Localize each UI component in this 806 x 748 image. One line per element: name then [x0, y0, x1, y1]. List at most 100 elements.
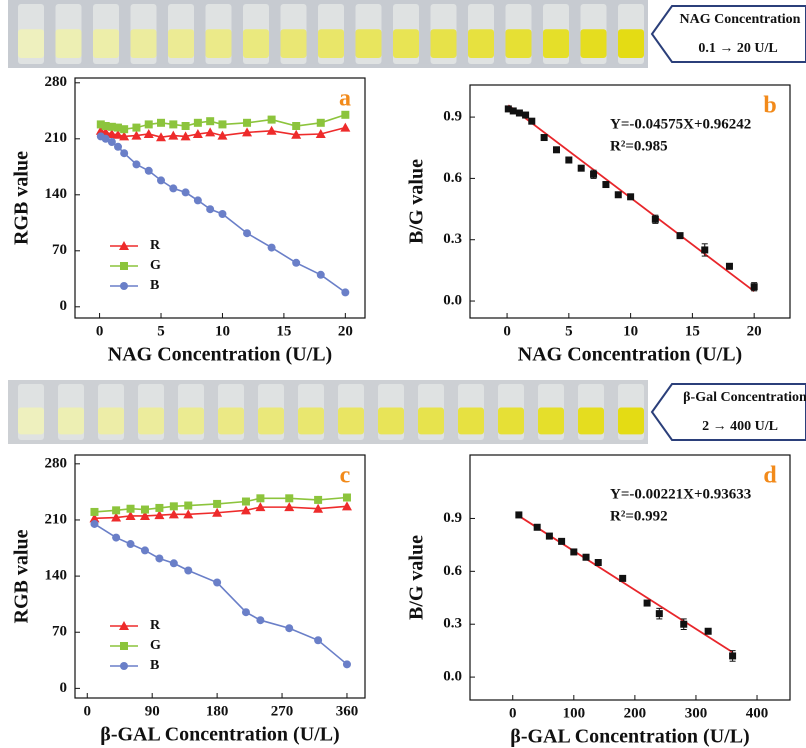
marker: [341, 501, 352, 511]
marker: [155, 554, 164, 563]
tube-liquid: [355, 29, 382, 58]
x-axis-title: β-GAL Concentration (U/L): [510, 726, 749, 748]
marker: [316, 270, 325, 279]
marker: [112, 533, 121, 542]
y-tick-label: 0: [60, 298, 68, 314]
plot-frame: [469, 454, 791, 701]
point: [627, 193, 635, 201]
point: [577, 164, 585, 172]
marker: [114, 142, 123, 151]
marker: [314, 495, 323, 504]
point: [533, 523, 541, 531]
panel-label: a: [339, 86, 351, 112]
r-squared: R²=0.985: [610, 138, 668, 154]
marker: [292, 258, 301, 267]
tube-liquid: [138, 407, 164, 435]
marker: [144, 166, 153, 175]
tube-liquid: [378, 407, 404, 435]
point: [515, 109, 523, 117]
marker: [192, 129, 203, 138]
y-tick-label: 70: [52, 242, 67, 258]
marker: [218, 210, 227, 218]
marker: [206, 205, 215, 214]
point: [594, 559, 602, 567]
point: [729, 652, 737, 660]
x-axis-title: NAG Concentration (U/L): [108, 344, 332, 366]
x-tick-label: 0: [503, 323, 511, 339]
x-tick-label: 100: [563, 705, 586, 721]
x-axis-title: NAG Concentration (U/L): [518, 344, 742, 366]
y-axis-title: B/G value: [406, 159, 428, 244]
tube-liquid: [93, 29, 119, 58]
marker: [183, 509, 194, 519]
plot-frame: [74, 77, 366, 319]
marker: [140, 505, 149, 514]
marker: [169, 559, 178, 568]
marker: [243, 118, 252, 127]
marker: [240, 505, 251, 515]
marker: [243, 229, 252, 238]
point: [552, 146, 560, 154]
banner-arrow: [650, 383, 806, 441]
y-tick-label: 0.0: [443, 292, 462, 308]
banner-arrow: [650, 5, 806, 63]
marker: [106, 129, 117, 138]
tube-liquid: [543, 29, 569, 58]
banner-range: 2 → 400 U/L: [702, 419, 778, 434]
y-tick-label: 0: [60, 680, 68, 696]
marker: [107, 138, 116, 146]
x-tick-label: 10: [623, 323, 638, 339]
marker: [111, 512, 122, 522]
point: [750, 283, 758, 291]
tube-liquid: [298, 407, 324, 435]
point: [504, 105, 512, 113]
y-tick-label: 0.6: [443, 170, 462, 186]
marker: [213, 578, 222, 587]
point: [540, 134, 548, 142]
marker: [256, 616, 265, 625]
point: [602, 181, 610, 189]
marker: [157, 176, 166, 185]
marker: [120, 125, 129, 134]
marker: [155, 503, 164, 512]
marker: [267, 243, 276, 252]
x-tick-label: 15: [276, 323, 291, 339]
tube-liquid: [618, 29, 644, 58]
marker: [107, 122, 116, 131]
marker: [126, 540, 135, 549]
point: [614, 191, 622, 199]
marker: [285, 494, 294, 503]
tube-liquid: [178, 407, 204, 435]
point: [680, 620, 688, 628]
marker: [119, 131, 130, 141]
marker: [241, 608, 250, 617]
y-axis-title: RGB value: [11, 151, 33, 245]
tube-liquid: [318, 29, 344, 58]
marker: [340, 122, 351, 132]
x-tick-label: 360: [336, 703, 359, 719]
x-tick-label: 0: [509, 705, 517, 721]
tube-liquid: [58, 407, 84, 435]
point: [655, 610, 663, 618]
plot-frame: [469, 84, 791, 319]
point: [582, 553, 590, 561]
tube-liquid: [505, 29, 532, 58]
marker: [184, 566, 193, 575]
tube-liquid: [18, 407, 44, 435]
legend-label: B: [150, 278, 159, 293]
x-axis-title: β-GAL Concentration (U/L): [100, 724, 339, 746]
fit-equation: Y=-0.00221X+0.93633: [610, 486, 751, 502]
point: [619, 574, 627, 582]
y-tick-label: 210: [45, 130, 68, 146]
marker: [140, 546, 149, 555]
legend-label: R: [150, 618, 161, 633]
tube-liquid: [98, 407, 124, 435]
x-tick-label: 300: [685, 705, 708, 721]
legend-label: G: [150, 258, 161, 273]
y-tick-label: 0.9: [443, 109, 462, 125]
marker: [193, 196, 202, 205]
y-tick-label: 0.3: [443, 616, 462, 632]
marker: [120, 642, 128, 650]
x-tick-label: 200: [624, 705, 647, 721]
y-tick-label: 210: [45, 511, 68, 527]
